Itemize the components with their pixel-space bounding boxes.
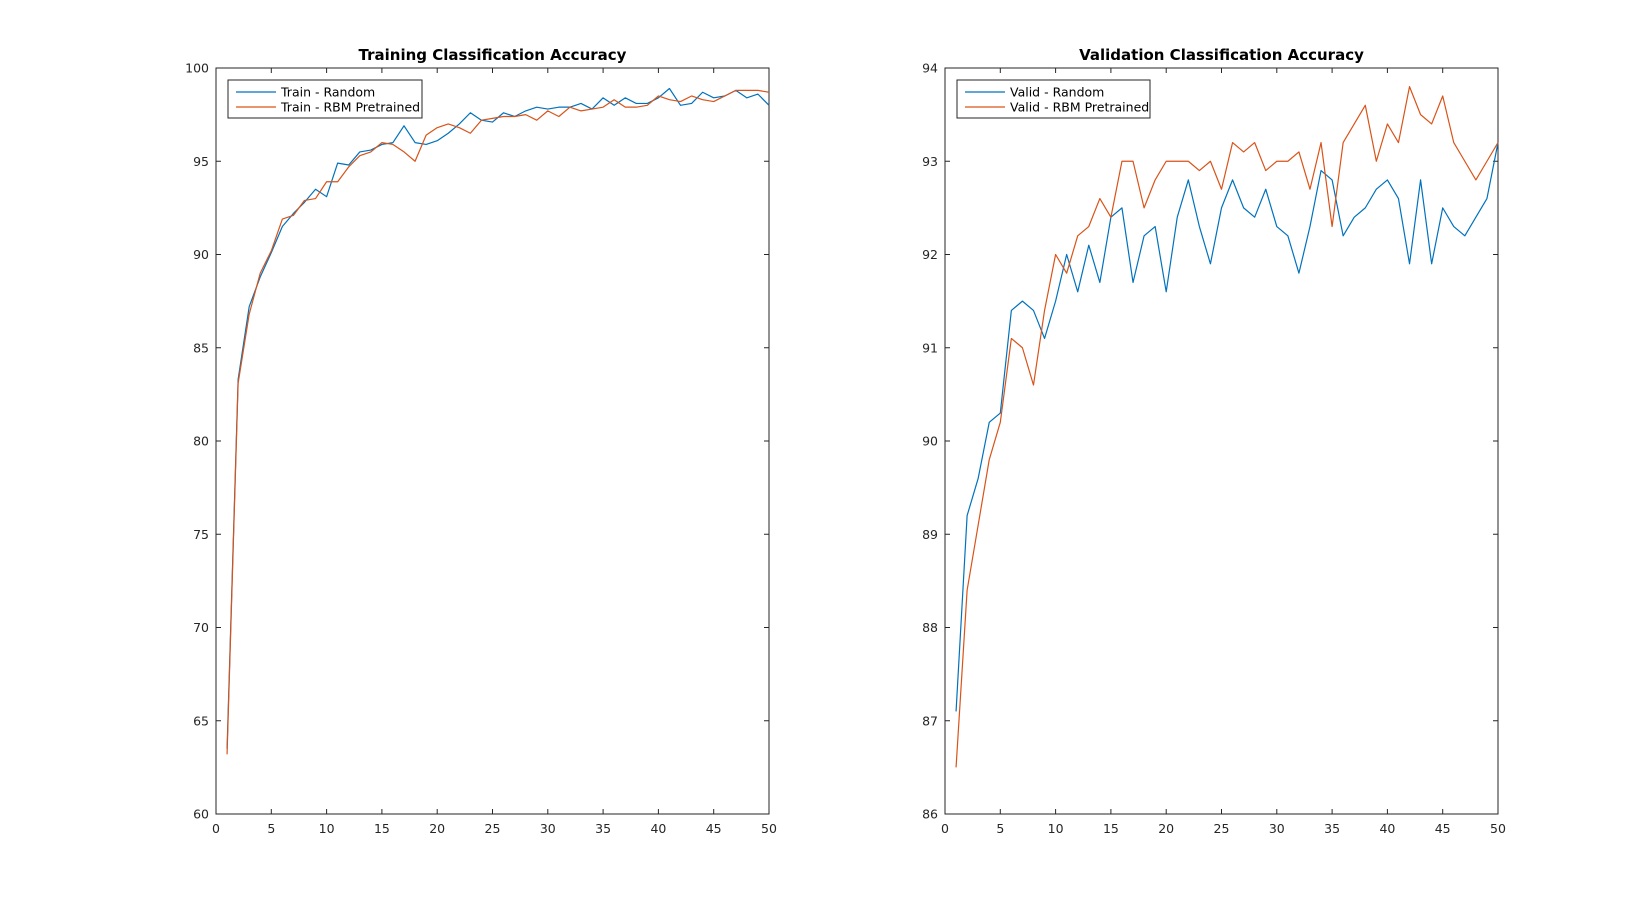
y-tick-label: 89 <box>922 527 938 542</box>
legend-label-train-random: Train - Random <box>280 85 375 100</box>
y-tick-label: 87 <box>922 713 938 728</box>
x-tick-label: 25 <box>485 821 501 836</box>
x-tick-label: 10 <box>319 821 335 836</box>
x-tick-label: 15 <box>374 821 390 836</box>
x-tick-label: 5 <box>996 821 1004 836</box>
y-tick-label: 90 <box>922 434 938 449</box>
chart-title: Validation Classification Accuracy <box>1079 46 1364 64</box>
series-lines <box>226 87 770 755</box>
y-tick-label: 75 <box>193 527 209 542</box>
legend-label-train-rbm: Train - RBM Pretrained <box>280 100 420 115</box>
y-tick-label: 65 <box>193 713 209 728</box>
y-tick-label: 85 <box>193 340 209 355</box>
axis-ticks: 0 5 10 15 20 25 30 35 40 45 50 60 65 70 75 80 85 90 95 100 <box>185 61 777 837</box>
chart-title: Training Classification Accuracy <box>359 46 627 64</box>
plot-area <box>215 67 770 815</box>
y-tick-label: 93 <box>922 154 938 169</box>
legend-box <box>227 79 423 119</box>
x-tick-label: 20 <box>429 821 445 836</box>
x-tick-label: 40 <box>650 821 666 836</box>
y-tick-label: 94 <box>922 61 938 76</box>
y-tick-label: 95 <box>193 154 209 169</box>
legend: Valid - Random Valid - RBM Pretrained <box>956 79 1151 119</box>
x-tick-label: 45 <box>706 821 722 836</box>
y-tick-label: 80 <box>193 434 209 449</box>
y-tick-label: 60 <box>193 807 209 822</box>
y-tick-label: 88 <box>922 620 938 635</box>
y-tick-label: 100 <box>185 61 209 76</box>
legend-box <box>956 79 1151 119</box>
legend-label-valid-rbm: Valid - RBM Pretrained <box>1010 100 1149 115</box>
x-tick-label: 35 <box>1324 821 1340 836</box>
validation-accuracy-chart: Validation Classification Accuracy 0 5 10 1… <box>922 46 1506 836</box>
series-line-train-rbm-pretrained <box>226 89 770 755</box>
legend: Train - Random Train - RBM Pretrained <box>227 79 423 119</box>
x-tick-label: 25 <box>1214 821 1230 836</box>
x-tick-label: 50 <box>1490 821 1506 836</box>
x-tick-label: 40 <box>1379 821 1395 836</box>
axis-ticks: 0 5 10 15 20 25 30 35 40 45 50 86 87 88 89 90 91 92 93 94 <box>922 61 1506 837</box>
x-tick-label: 10 <box>1048 821 1064 836</box>
y-tick-label: 90 <box>193 247 209 262</box>
x-tick-label: 15 <box>1103 821 1119 836</box>
x-tick-label: 5 <box>267 821 275 836</box>
series-line-valid-rbm-pretrained <box>955 86 1499 768</box>
y-tick-label: 92 <box>922 247 938 262</box>
x-tick-label: 35 <box>595 821 611 836</box>
y-tick-label: 86 <box>922 807 938 822</box>
legend-label-valid-random: Valid - Random <box>1010 85 1104 100</box>
x-tick-label: 50 <box>761 821 777 836</box>
y-tick-label: 91 <box>922 340 938 355</box>
x-tick-label: 20 <box>1158 821 1174 836</box>
x-tick-label: 30 <box>540 821 556 836</box>
plot-area <box>944 67 1499 815</box>
training-accuracy-chart: Training Classification Accuracy 0 5 10 15 2… <box>185 46 777 836</box>
series-lines <box>955 86 1499 768</box>
x-tick-label: 0 <box>212 821 220 836</box>
y-tick-label: 70 <box>193 620 209 635</box>
series-line-valid-random <box>955 142 1499 712</box>
x-tick-label: 30 <box>1269 821 1285 836</box>
x-tick-label: 45 <box>1435 821 1451 836</box>
x-tick-label: 0 <box>941 821 949 836</box>
